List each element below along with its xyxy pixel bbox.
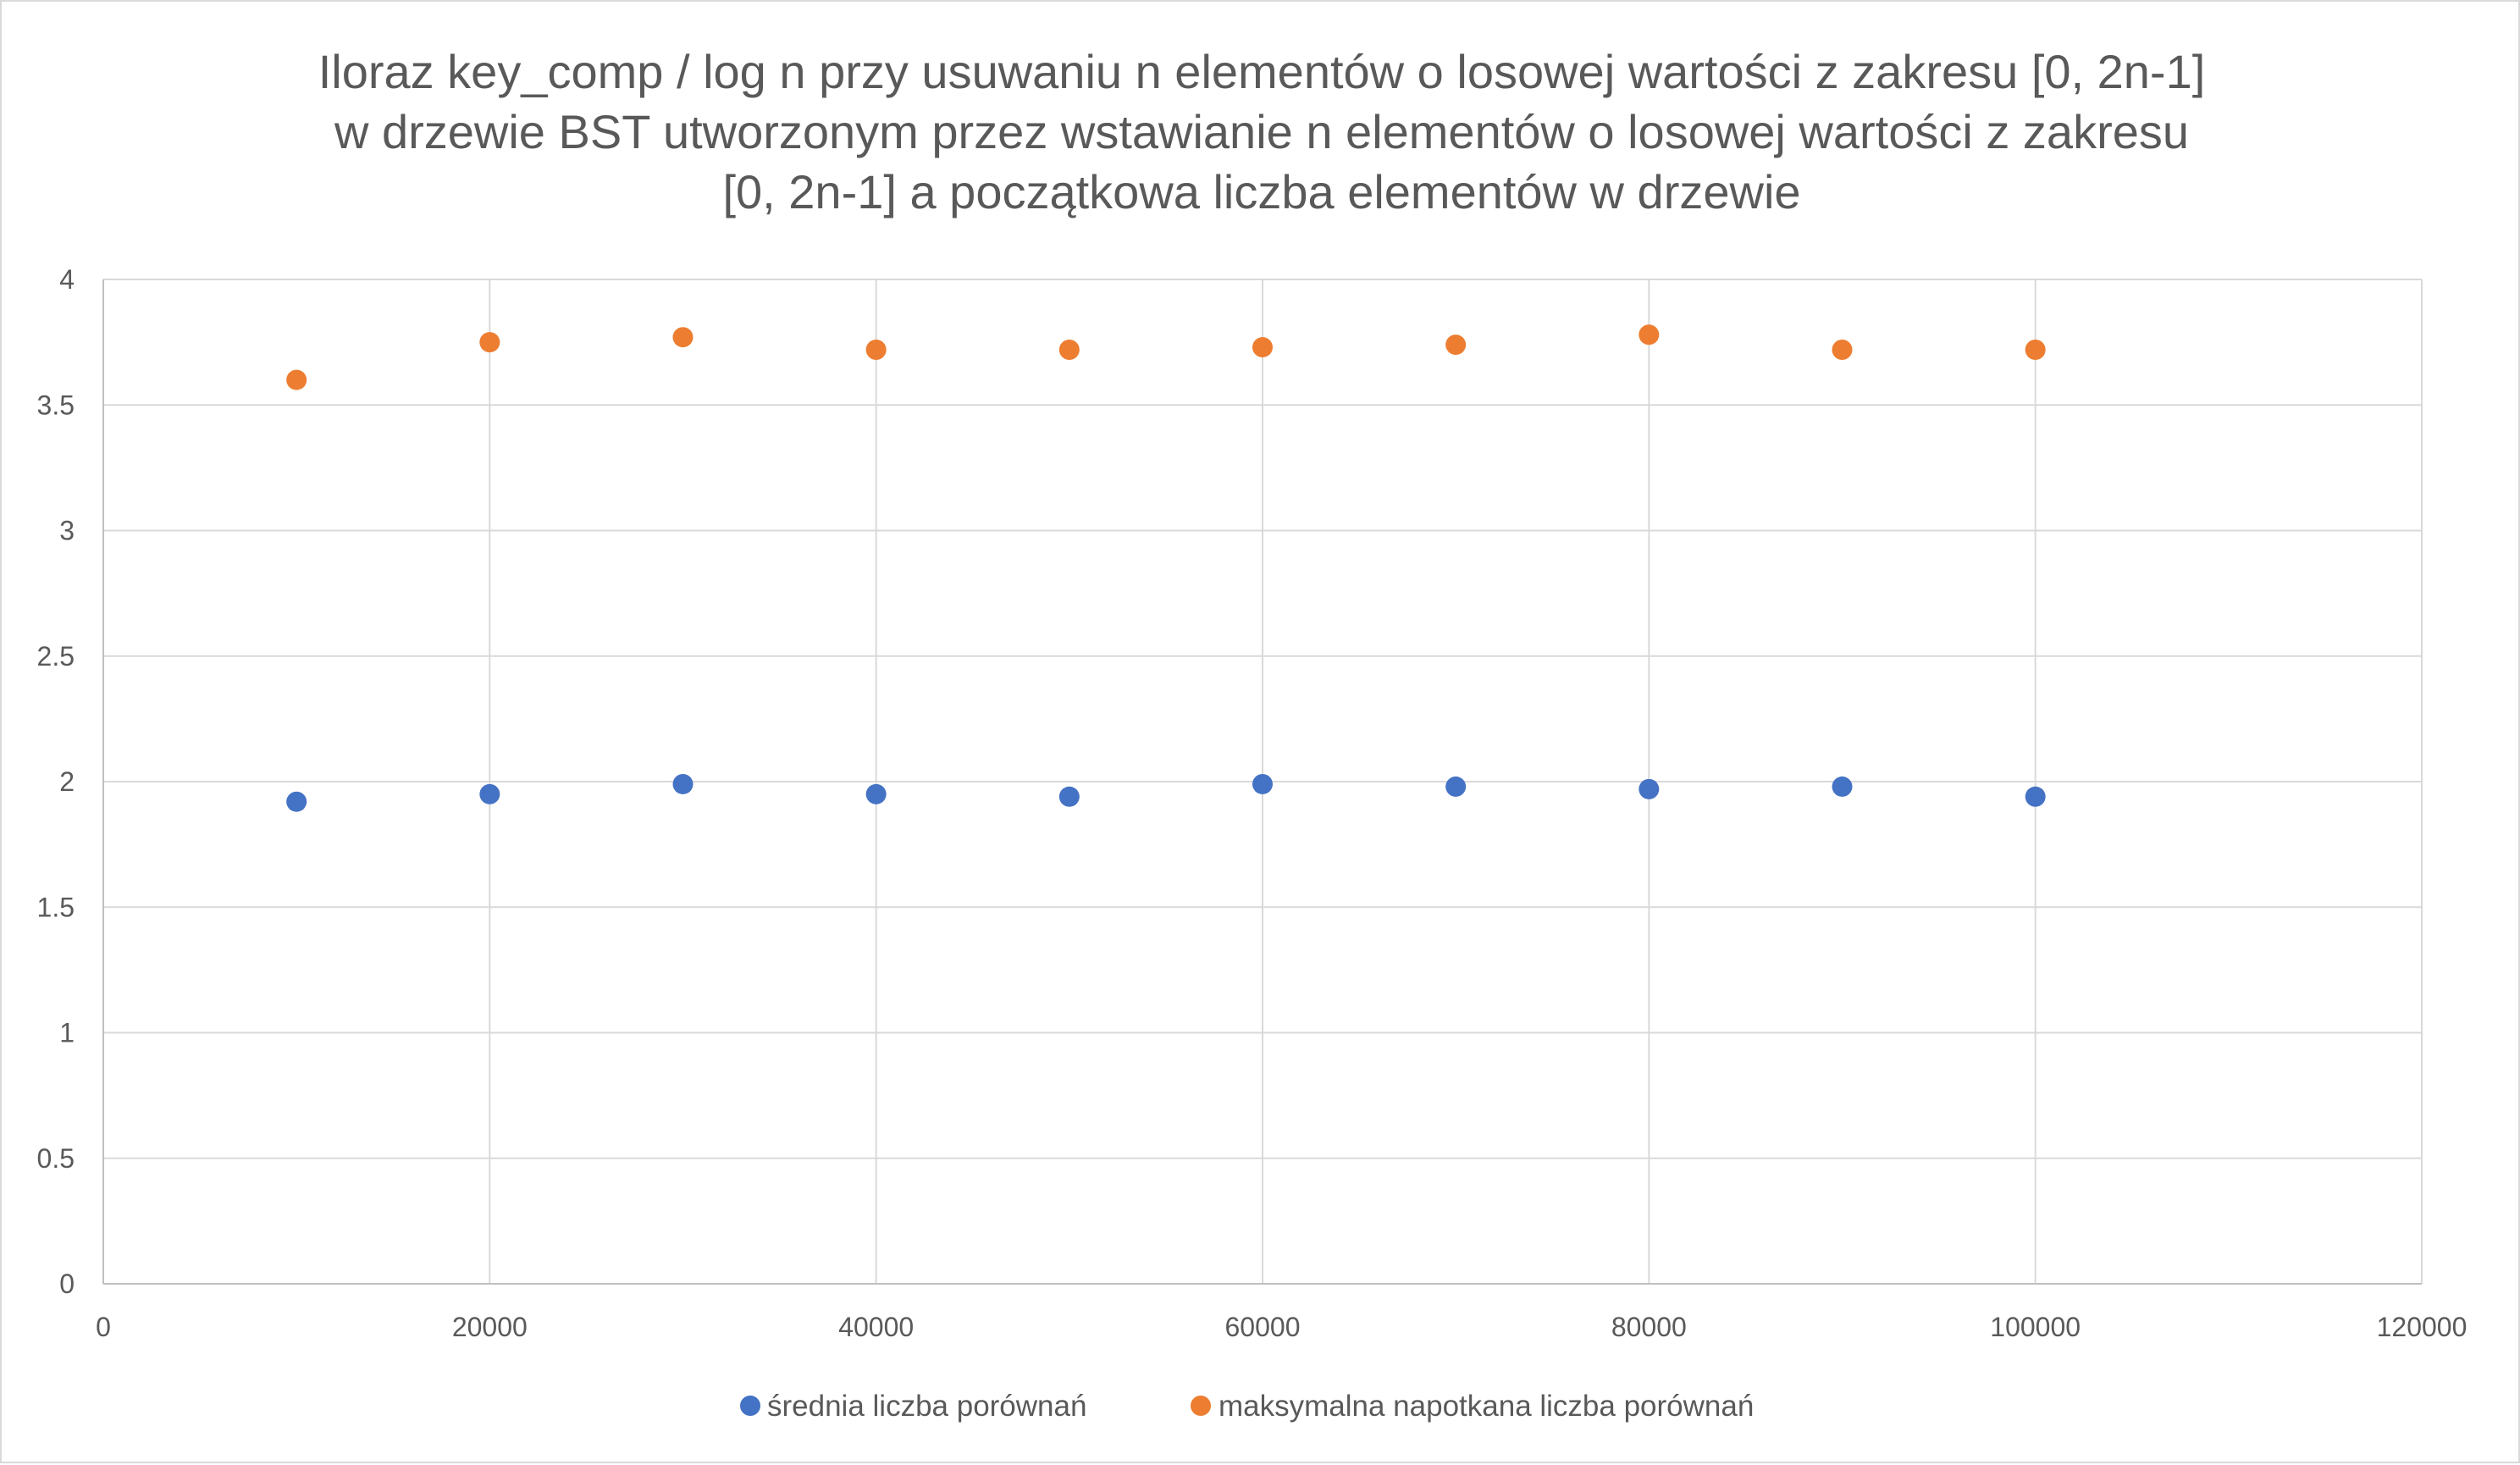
chart-title-line-1: Iloraz key_comp / log n przy usuwaniu n …: [318, 45, 2206, 98]
data-point-series-1: [1252, 773, 1273, 794]
x-tick-label: 0: [96, 1312, 111, 1342]
x-tick-label: 100000: [1990, 1312, 2081, 1342]
data-point-series-2: [286, 369, 307, 390]
data-point-series-2: [1058, 340, 1080, 361]
x-tick-label: 60000: [1225, 1312, 1301, 1342]
y-tick-label: 3.5: [37, 390, 75, 420]
legend-label: maksymalna napotkana liczba porównań: [1219, 1390, 1754, 1423]
data-point-series-1: [1832, 776, 1853, 797]
chart-title: Iloraz key_comp / log n przy usuwaniu n …: [318, 45, 2206, 218]
x-tick-label: 120000: [2377, 1312, 2468, 1342]
y-tick-label: 3: [59, 516, 75, 546]
data-point-series-2: [1639, 324, 1660, 346]
axes: [102, 279, 2422, 1285]
data-point-series-1: [1445, 776, 1467, 797]
legend-label: średnia liczba porównań: [767, 1390, 1086, 1423]
chart-title-line-3: [0, 2n-1] a początkowa liczba elementów …: [722, 165, 1800, 218]
data-point-series-1: [286, 791, 307, 812]
y-tick-label: 4: [59, 264, 75, 295]
data-point-series-1: [672, 773, 694, 794]
y-tick-label: 0: [59, 1269, 75, 1299]
data-point-series-1: [479, 783, 500, 804]
data-point-series-1: [865, 783, 887, 804]
y-tick-label: 1.5: [37, 892, 75, 922]
data-point-series-2: [2025, 340, 2046, 361]
y-tick-label: 0.5: [37, 1143, 75, 1174]
y-tick-label: 1: [59, 1018, 75, 1048]
legend: średnia liczba porównań maksymalna napotk…: [740, 1390, 1754, 1423]
x-tick-label: 20000: [452, 1312, 528, 1342]
legend-marker: [740, 1396, 760, 1416]
data-point-series-2: [479, 332, 500, 353]
y-axis-tick-labels: 0 0.5 1 1.5 2 2.5 3 3.5 4: [37, 264, 75, 1299]
data-points: [286, 324, 2046, 812]
legend-item-series-2: maksymalna napotkana liczba porównań: [1191, 1390, 1754, 1423]
legend-marker: [1191, 1396, 1211, 1416]
data-point-series-1: [1058, 786, 1080, 807]
x-tick-label: 40000: [838, 1312, 914, 1342]
chart-title-line-2: w drzewie BST utworzonym przez wstawiani…: [334, 105, 2189, 158]
data-point-series-2: [1252, 337, 1273, 358]
y-tick-label: 2: [59, 766, 75, 797]
y-tick-label: 2.5: [37, 641, 75, 672]
data-point-series-1: [2025, 786, 2046, 807]
x-axis-tick-labels: 0 20000 40000 60000 80000 100000 120000: [96, 1312, 2467, 1342]
data-point-series-2: [672, 327, 694, 348]
gridlines: [103, 279, 2423, 1284]
data-point-series-2: [865, 340, 887, 361]
data-point-series-1: [1639, 778, 1660, 799]
x-tick-label: 80000: [1611, 1312, 1687, 1342]
data-point-series-2: [1832, 340, 1853, 361]
data-point-series-2: [1445, 334, 1467, 356]
legend-item-series-1: średnia liczba porównań: [740, 1390, 1086, 1423]
